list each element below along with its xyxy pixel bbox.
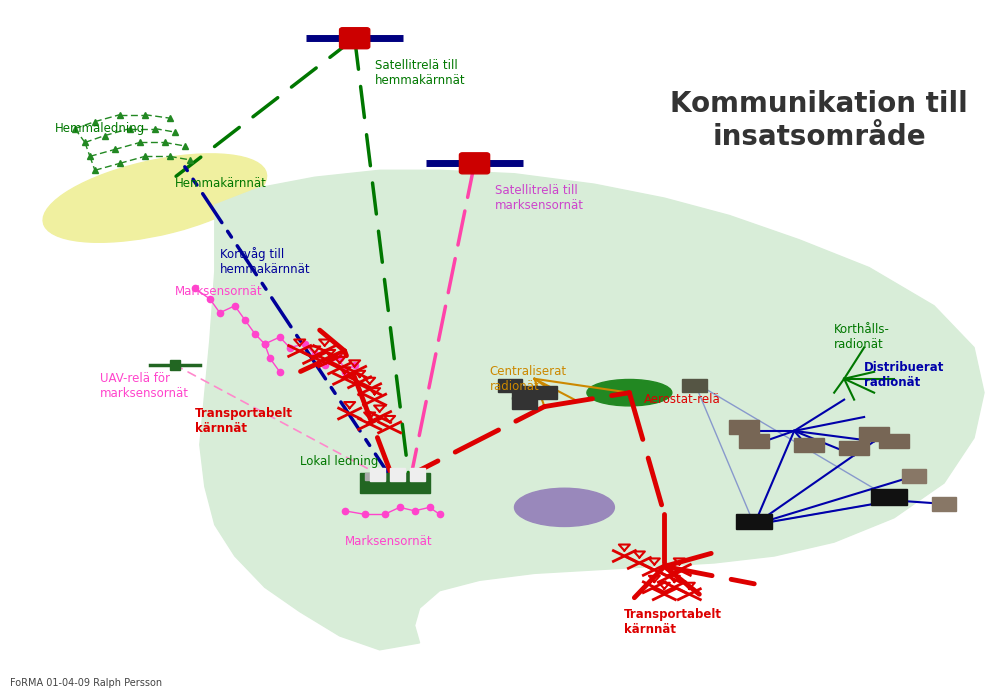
Bar xyxy=(410,468,425,481)
Text: Korthålls-
radionät: Korthålls- radionät xyxy=(834,323,890,351)
Text: Kommunikation till
insatsområde: Kommunikation till insatsområde xyxy=(670,90,968,151)
Bar xyxy=(794,438,824,452)
Bar xyxy=(532,386,557,399)
Bar xyxy=(498,379,522,392)
Bar xyxy=(390,468,405,481)
Bar xyxy=(736,514,772,529)
Text: Hemmakärnnät: Hemmakärnnät xyxy=(175,177,267,190)
Text: FoRMA 01-04-09 Ralph Persson: FoRMA 01-04-09 Ralph Persson xyxy=(10,678,162,688)
Bar xyxy=(682,379,707,392)
Bar xyxy=(879,434,909,448)
FancyBboxPatch shape xyxy=(340,28,370,49)
Bar xyxy=(839,441,869,455)
Bar xyxy=(871,489,907,505)
Bar xyxy=(859,427,889,441)
Ellipse shape xyxy=(43,154,267,243)
FancyBboxPatch shape xyxy=(460,153,490,174)
Bar xyxy=(902,469,926,483)
Bar xyxy=(932,497,956,511)
Text: Lokal ledning: Lokal ledning xyxy=(300,455,378,468)
Text: Satellitrelä till
marksensornät: Satellitrelä till marksensornät xyxy=(495,184,583,212)
Ellipse shape xyxy=(514,488,614,527)
Text: Aerostat-relä: Aerostat-relä xyxy=(644,393,721,406)
Text: Satellitrelä till
hemmakärnnät: Satellitrelä till hemmakärnnät xyxy=(375,59,466,87)
Bar xyxy=(729,420,759,434)
Text: Transportabelt
kärnnät: Transportabelt kärnnät xyxy=(624,608,722,636)
Bar xyxy=(370,468,385,481)
Bar xyxy=(512,397,537,409)
Text: Distribuerat
radionät: Distribuerat radionät xyxy=(864,361,944,389)
Bar xyxy=(739,434,769,448)
Ellipse shape xyxy=(587,379,671,406)
Text: Centraliserat
radionät: Centraliserat radionät xyxy=(490,365,566,393)
Text: Hemmaledning: Hemmaledning xyxy=(55,122,145,135)
Text: UAV-relä för
marksensornät: UAV-relä för marksensornät xyxy=(100,372,189,400)
Bar xyxy=(365,473,385,480)
Text: Kortvåg till
hemmakärnnät: Kortvåg till hemmakärnnät xyxy=(220,247,311,276)
Text: Marksensornät: Marksensornät xyxy=(175,285,263,298)
Bar xyxy=(360,473,430,493)
Text: Marksensornät: Marksensornät xyxy=(345,535,433,548)
Text: Transportabelt
kärnnät: Transportabelt kärnnät xyxy=(195,407,293,434)
Bar xyxy=(512,386,537,399)
Polygon shape xyxy=(200,170,984,650)
